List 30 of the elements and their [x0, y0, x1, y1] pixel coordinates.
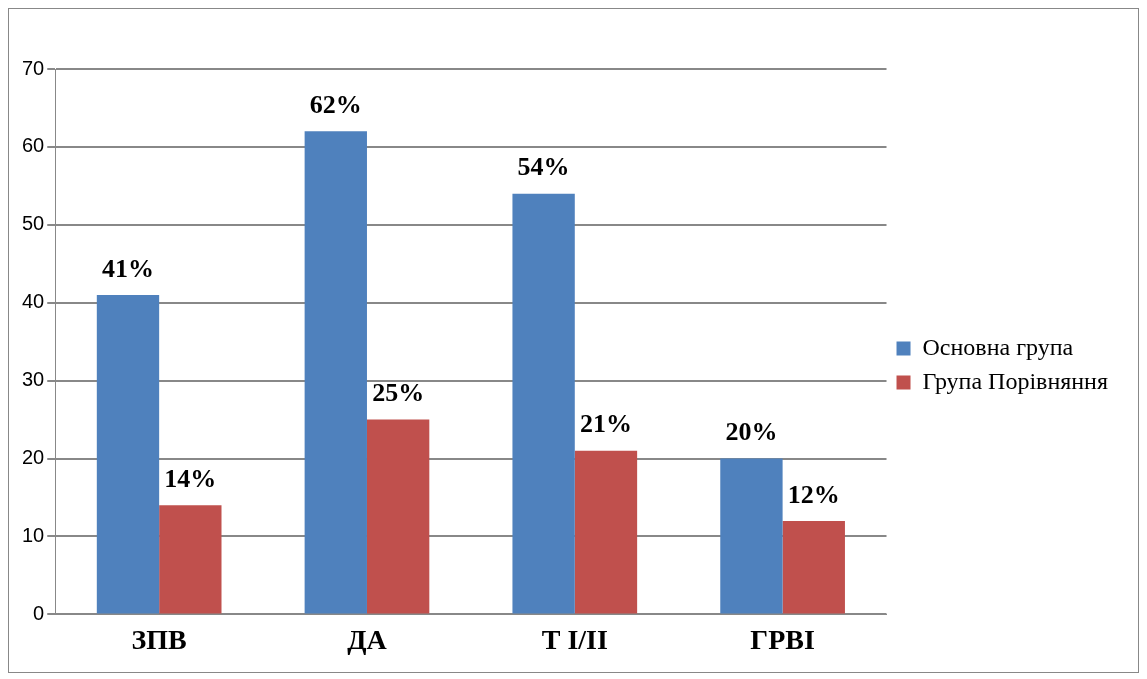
- x-tick-label: ЗПВ: [131, 624, 187, 656]
- x-tick-label: ДА: [347, 624, 388, 656]
- y-tick-label: 40: [22, 290, 45, 313]
- data-label: 62%: [309, 90, 362, 120]
- y-tick-label: 20: [22, 446, 45, 469]
- legend-label: Основна група: [922, 333, 1074, 360]
- bar: [96, 294, 160, 614]
- data-label: 12%: [787, 479, 840, 509]
- data-label: 25%: [372, 378, 425, 408]
- bar: [720, 458, 783, 614]
- data-label: 54%: [517, 152, 570, 182]
- y-tick-label: 10: [22, 524, 45, 546]
- bar: [304, 131, 367, 614]
- y-tick-label: 60: [22, 134, 45, 157]
- bar: [512, 193, 575, 614]
- y-tick-label: 30: [22, 368, 45, 391]
- x-tick-label: ГРВІ: [750, 624, 815, 656]
- data-label: 41%: [101, 253, 154, 283]
- bar: [366, 419, 430, 614]
- x-tick-label: Т І/ІІ: [541, 624, 608, 656]
- data-label: 20%: [725, 417, 778, 447]
- bar: [782, 520, 845, 614]
- data-label: 14%: [164, 464, 217, 494]
- y-tick-label: 0: [33, 601, 45, 624]
- data-label: 21%: [579, 409, 632, 439]
- bar: [159, 505, 222, 614]
- legend-label: Група Порівняння: [922, 367, 1108, 394]
- bar: [574, 450, 638, 614]
- y-tick-label: 70: [22, 56, 45, 79]
- y-tick-label: 50: [22, 212, 45, 235]
